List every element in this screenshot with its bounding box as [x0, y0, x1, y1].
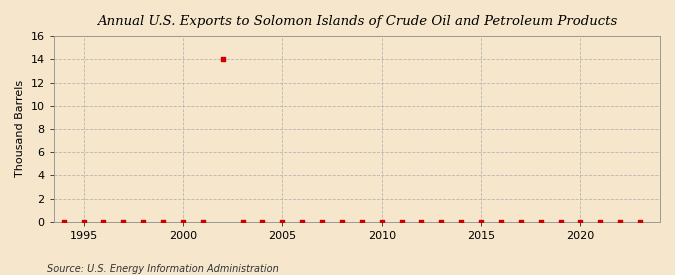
- Point: [178, 219, 188, 224]
- Point: [158, 219, 169, 224]
- Point: [78, 219, 89, 224]
- Point: [337, 219, 348, 224]
- Point: [118, 219, 129, 224]
- Point: [476, 219, 487, 224]
- Point: [556, 219, 566, 224]
- Point: [138, 219, 148, 224]
- Point: [595, 219, 605, 224]
- Point: [58, 219, 69, 224]
- Y-axis label: Thousand Barrels: Thousand Barrels: [15, 80, 25, 177]
- Point: [356, 219, 367, 224]
- Point: [98, 219, 109, 224]
- Point: [237, 219, 248, 224]
- Point: [297, 219, 308, 224]
- Point: [516, 219, 526, 224]
- Point: [376, 219, 387, 224]
- Point: [535, 219, 546, 224]
- Point: [217, 57, 228, 62]
- Point: [495, 219, 506, 224]
- Point: [575, 219, 586, 224]
- Point: [634, 219, 645, 224]
- Point: [615, 219, 626, 224]
- Point: [197, 219, 208, 224]
- Point: [396, 219, 407, 224]
- Point: [436, 219, 447, 224]
- Point: [257, 219, 268, 224]
- Point: [317, 219, 327, 224]
- Title: Annual U.S. Exports to Solomon Islands of Crude Oil and Petroleum Products: Annual U.S. Exports to Solomon Islands o…: [97, 15, 617, 28]
- Text: Source: U.S. Energy Information Administration: Source: U.S. Energy Information Administ…: [47, 264, 279, 274]
- Point: [456, 219, 466, 224]
- Point: [416, 219, 427, 224]
- Point: [277, 219, 288, 224]
